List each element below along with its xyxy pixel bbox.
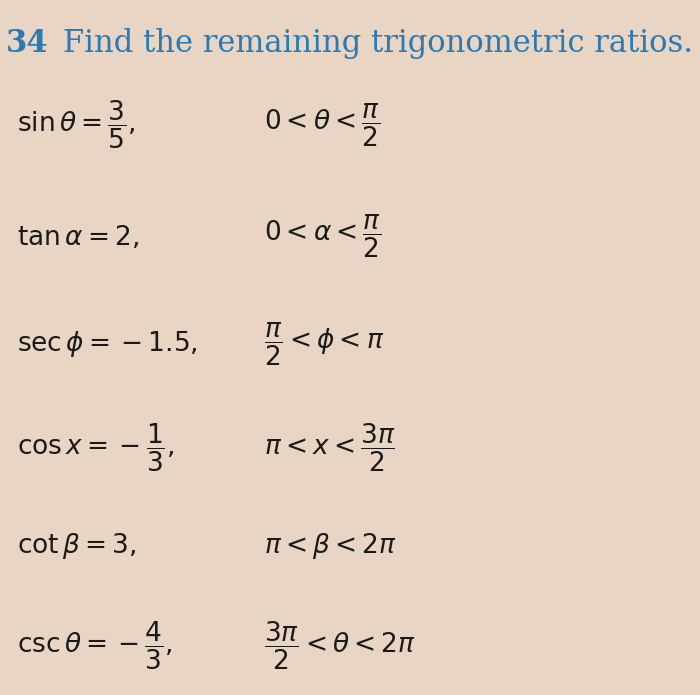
Text: $\cot \beta = 3,$: $\cot \beta = 3,$ — [17, 530, 136, 561]
Text: $\pi < x < \dfrac{3\pi}{2}$: $\pi < x < \dfrac{3\pi}{2}$ — [264, 422, 395, 475]
Text: $\dfrac{3\pi}{2} < \theta < 2\pi$: $\dfrac{3\pi}{2} < \theta < 2\pi$ — [264, 620, 416, 673]
Text: $\tan \alpha = 2,$: $\tan \alpha = 2,$ — [17, 223, 139, 250]
Text: $\cos x = -\dfrac{1}{3},$: $\cos x = -\dfrac{1}{3},$ — [17, 422, 174, 475]
Text: $\sin \theta = \dfrac{3}{5},$: $\sin \theta = \dfrac{3}{5},$ — [17, 99, 135, 152]
Text: $0 < \theta < \dfrac{\pi}{2}$: $0 < \theta < \dfrac{\pi}{2}$ — [264, 101, 381, 149]
Text: Find the remaining trigonometric ratios.: Find the remaining trigonometric ratios. — [63, 28, 693, 59]
Text: $0 < \alpha < \dfrac{\pi}{2}$: $0 < \alpha < \dfrac{\pi}{2}$ — [264, 213, 382, 260]
Text: $\sec \phi = -1.5,$: $\sec \phi = -1.5,$ — [17, 329, 197, 359]
Text: $\csc \theta = -\dfrac{4}{3},$: $\csc \theta = -\dfrac{4}{3},$ — [17, 620, 172, 673]
Text: $\pi < \beta < 2\pi$: $\pi < \beta < 2\pi$ — [264, 530, 396, 561]
Text: 34: 34 — [6, 28, 48, 59]
Text: $\dfrac{\pi}{2} < \phi < \pi$: $\dfrac{\pi}{2} < \phi < \pi$ — [264, 320, 384, 368]
